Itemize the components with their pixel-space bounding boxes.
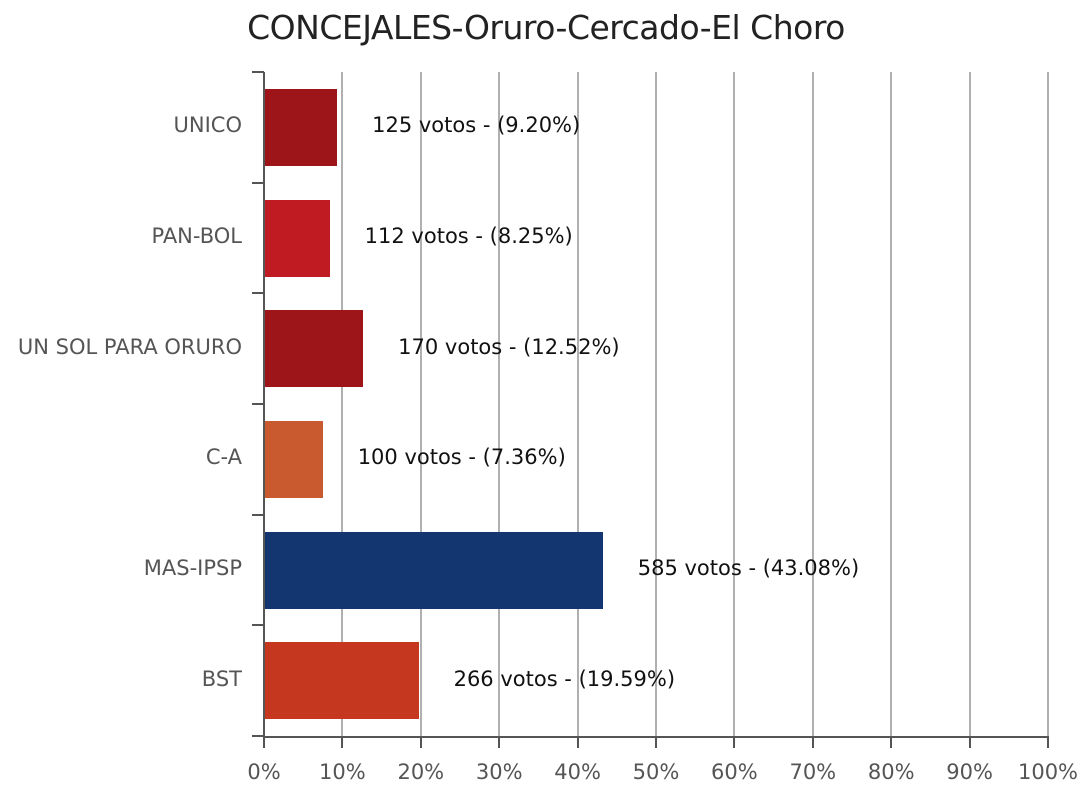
x-tick-label: 0% <box>247 760 281 784</box>
y-category-label: BST <box>201 666 242 691</box>
x-tick <box>341 737 344 748</box>
x-tick <box>576 737 579 748</box>
x-tick-label: 30% <box>475 760 523 784</box>
x-tick <box>1047 737 1049 748</box>
bar-value-label: 112 votos - (8.25%) <box>364 224 573 248</box>
x-tick-label: 60% <box>711 760 758 784</box>
x-tick-label: 50% <box>632 760 680 784</box>
gridline <box>890 72 893 736</box>
bar-value-label: 125 votos - (9.20%) <box>372 113 581 138</box>
x-tick <box>968 737 971 748</box>
gridline <box>341 72 344 736</box>
y-tick <box>252 735 264 737</box>
x-tick <box>733 737 736 748</box>
y-tick <box>252 71 264 73</box>
chart-title: CONCEJALES-Oruro-Cercado-El Choro <box>247 8 845 47</box>
y-category-label: PAN-BOL <box>151 224 243 248</box>
y-axis <box>263 72 265 738</box>
y-category-label: UN SOL PARA ORURO <box>17 334 242 359</box>
bar-bst[interactable] <box>265 642 419 720</box>
y-tick <box>252 181 264 184</box>
x-tick-label: 10% <box>319 760 366 784</box>
x-tick <box>419 737 422 748</box>
gridline <box>968 72 971 736</box>
x-tick <box>498 737 501 748</box>
y-tick <box>252 292 264 295</box>
x-tick-label: 20% <box>397 760 445 784</box>
gridline <box>498 72 501 736</box>
x-tick-label: 70% <box>789 760 837 784</box>
x-tick-label: 80% <box>867 760 915 784</box>
x-tick-label: 40% <box>554 760 601 784</box>
y-tick <box>252 403 264 405</box>
x-tick-label: 90% <box>946 760 993 784</box>
x-tick <box>890 737 893 748</box>
gridline <box>733 72 736 736</box>
bar-un-sol-para-oruro[interactable] <box>265 310 364 388</box>
bar-value-label: 585 votos - (43.08%) <box>637 556 860 580</box>
x-tick <box>655 737 657 748</box>
y-category-label: UNICO <box>173 113 242 138</box>
y-tick <box>252 513 264 516</box>
bar-unico[interactable] <box>265 88 338 166</box>
x-tick <box>811 737 814 748</box>
gridline <box>1047 72 1049 736</box>
x-axis <box>263 736 1049 738</box>
y-category-label: MAS-IPSP <box>143 556 242 580</box>
bar-pan-bol[interactable] <box>265 199 330 277</box>
x-tick <box>263 737 265 748</box>
gridline <box>655 72 657 736</box>
x-tick-label: 100% <box>1017 760 1079 784</box>
gridline <box>811 72 814 736</box>
bar-value-label: 266 votos - (19.59%) <box>453 666 676 691</box>
y-category-label: C-A <box>205 445 242 470</box>
bar-value-label: 170 votos - (12.52%) <box>398 334 620 359</box>
bar-mas-ipsp[interactable] <box>265 531 603 609</box>
gridline <box>576 72 579 736</box>
gridline <box>419 72 422 736</box>
bar-value-label: 100 votos - (7.36%) <box>357 445 566 470</box>
y-tick <box>252 624 264 627</box>
bar-c-a[interactable] <box>265 420 323 498</box>
